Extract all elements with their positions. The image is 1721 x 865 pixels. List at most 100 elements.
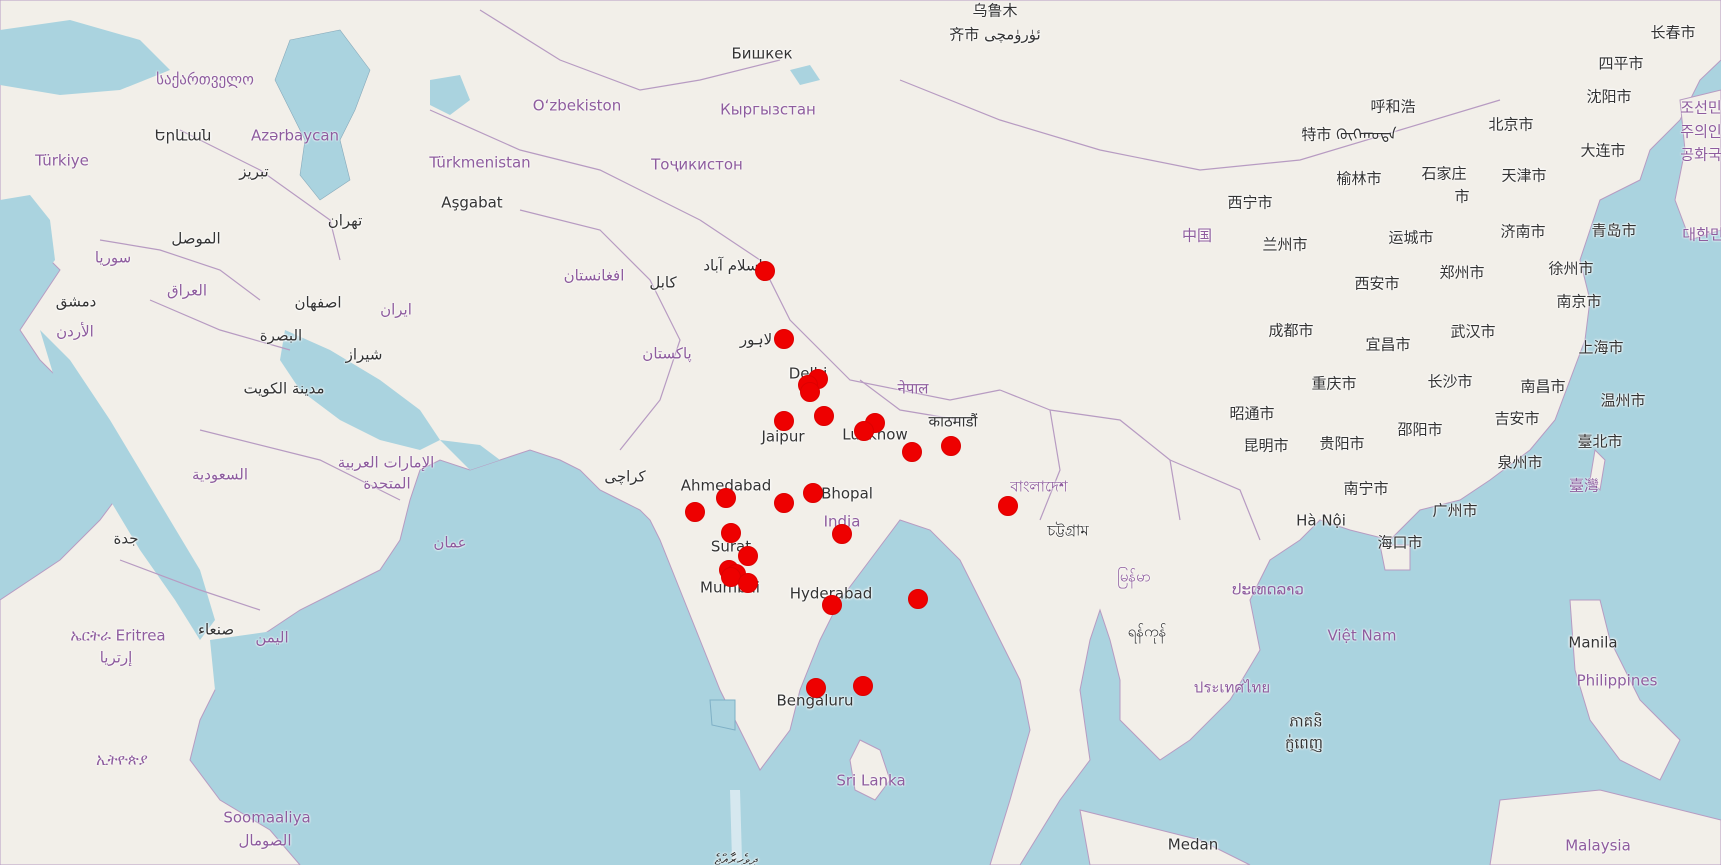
city-jaipur: Jaipur (761, 427, 805, 446)
map-marker[interactable] (774, 329, 794, 349)
label-korea-2: 주의인 (1680, 122, 1721, 141)
city-bengaluru: Bengaluru (776, 691, 854, 710)
city-xining: 西宁市 (1227, 193, 1273, 212)
black-sea (0, 20, 170, 95)
city-wuhan: 武汉市 (1450, 322, 1496, 341)
label-malaysia: Malaysia (1565, 836, 1631, 855)
city-shijiazhuang-2: 市 (1454, 187, 1470, 206)
city-tianjin: 天津市 (1501, 166, 1547, 185)
sri-lanka-land (849, 739, 891, 801)
label-korea-3: 공화국 (1680, 145, 1721, 164)
map-marker[interactable] (800, 382, 820, 402)
city-kunming: 昆明市 (1243, 436, 1289, 455)
label-uae-1: الإمارات العربية (337, 453, 435, 472)
label-turkey: Türkiye (35, 151, 89, 170)
city-shenyang: 沈阳市 (1586, 87, 1632, 106)
map-marker[interactable] (854, 421, 874, 441)
map-marker[interactable] (822, 595, 842, 615)
map-marker[interactable] (998, 496, 1018, 516)
label-turkmenistan: Türkmenistan (429, 153, 531, 172)
map-marker[interactable] (721, 523, 741, 543)
city-nanning: 南宁市 (1343, 479, 1389, 498)
city-urumqi-1: 乌鲁木 (972, 1, 1018, 20)
label-uzbekistan: O‘zbekiston (532, 96, 622, 115)
label-philippines: Philippines (1576, 671, 1658, 690)
label-pakistan: پاکستان (642, 344, 692, 363)
label-ethiopia: ኢትዮጵያ (96, 750, 148, 769)
city-ahmedabad: Ahmedabad (680, 476, 772, 495)
map-marker[interactable] (774, 411, 794, 431)
city-hohhot-1: 呼和浩 (1370, 97, 1416, 116)
label-sri-lanka: Sri Lanka (836, 771, 906, 790)
city-nanchang: 南昌市 (1520, 377, 1566, 396)
label-nepal: नेपाल (897, 379, 929, 398)
city-kabul: کابل (649, 273, 677, 292)
label-jordan: الأردن (56, 322, 94, 341)
city-tabriz: تبریز (239, 162, 269, 181)
city-karachi: کراچی (604, 467, 646, 486)
hainan-land (1379, 544, 1411, 571)
city-damascus: دمشق (55, 292, 97, 311)
city-hohhot-2: 特市 ᠬᠥᠬᠡᠬᠣᠲᠠ (1301, 125, 1397, 144)
map-marker[interactable] (941, 436, 961, 456)
city-changchun: 长春市 (1650, 23, 1696, 42)
city-haikou: 海口市 (1377, 533, 1423, 552)
philippines-land (1569, 599, 1681, 781)
label-india: India (823, 512, 861, 531)
map-marker[interactable] (902, 442, 922, 462)
map-marker[interactable] (685, 502, 705, 522)
map-marker[interactable] (803, 483, 823, 503)
city-shaoyang: 邵阳市 (1397, 420, 1443, 439)
city-chittagong: চট্টগ্রাম (1047, 521, 1089, 540)
map-marker[interactable] (806, 678, 826, 698)
label-somalia-1: Soomaaliya (223, 808, 311, 827)
city-wenzhou: 温州市 (1600, 391, 1646, 410)
city-hyderabad: Hyderabad (789, 584, 873, 603)
city-chengdu: 成都市 (1268, 321, 1314, 340)
city-basra: البصرة (259, 326, 303, 345)
city-mosul: الموصل (171, 229, 221, 248)
label-taiwan: 臺灣 (1568, 476, 1600, 495)
city-yichang: 宜昌市 (1365, 335, 1411, 354)
city-qingdao: 青岛市 (1591, 221, 1637, 240)
caspian-sea (274, 29, 371, 201)
label-tajikistan: Тоҷикистон (651, 155, 743, 174)
gulf-of-aden (210, 620, 340, 690)
map-marker[interactable] (755, 261, 775, 281)
city-taipei: 臺北市 (1577, 432, 1623, 451)
city-zhaotong: 昭通市 (1229, 404, 1275, 423)
map-marker[interactable] (738, 546, 758, 566)
city-jinan: 济南市 (1500, 222, 1546, 241)
city-islamabad: اسلام آباد (703, 256, 763, 275)
city-jian: 吉安市 (1494, 409, 1540, 428)
label-yemen: اليمن (255, 628, 289, 647)
map-marker[interactable] (853, 676, 873, 696)
city-isfahan: اصفهان (294, 293, 342, 312)
city-dalian: 大连市 (1580, 141, 1626, 160)
map-marker[interactable] (832, 524, 852, 544)
city-shijiazhuang-1: 石家庄 (1421, 164, 1467, 183)
city-jeddah: جدة (113, 529, 139, 548)
label-korea-1: 조선민 (1680, 98, 1721, 117)
label-kyrgyzstan: Кыргызстан (720, 100, 816, 119)
city-lahore: لاہور (739, 330, 773, 349)
label-iran: ایران (380, 300, 412, 319)
city-tehran: تهران (327, 211, 363, 230)
city-zhengzhou: 郑州市 (1439, 263, 1485, 282)
city-nanjing: 南京市 (1556, 292, 1602, 311)
map-marker[interactable] (814, 406, 834, 426)
map-marker[interactable] (908, 589, 928, 609)
city-yangon: ရန်ကုန် (1127, 622, 1167, 641)
map-marker[interactable] (774, 493, 794, 513)
city-shiraz: شیراز (345, 345, 383, 364)
label-thailand: ประเทศไทย (1193, 678, 1271, 697)
map-marker[interactable] (716, 488, 736, 508)
map-marker[interactable] (738, 573, 758, 593)
label-saudi: السعودية (191, 465, 249, 484)
label-somalia-2: الصومال (238, 831, 292, 850)
city-xuzhou: 徐州市 (1548, 259, 1594, 278)
city-yerevan: Երևան (154, 126, 212, 145)
city-bhopal: Bhopal (821, 484, 873, 503)
city-urumqi-2: 齐市 ئۈرۈمچى (949, 25, 1041, 44)
